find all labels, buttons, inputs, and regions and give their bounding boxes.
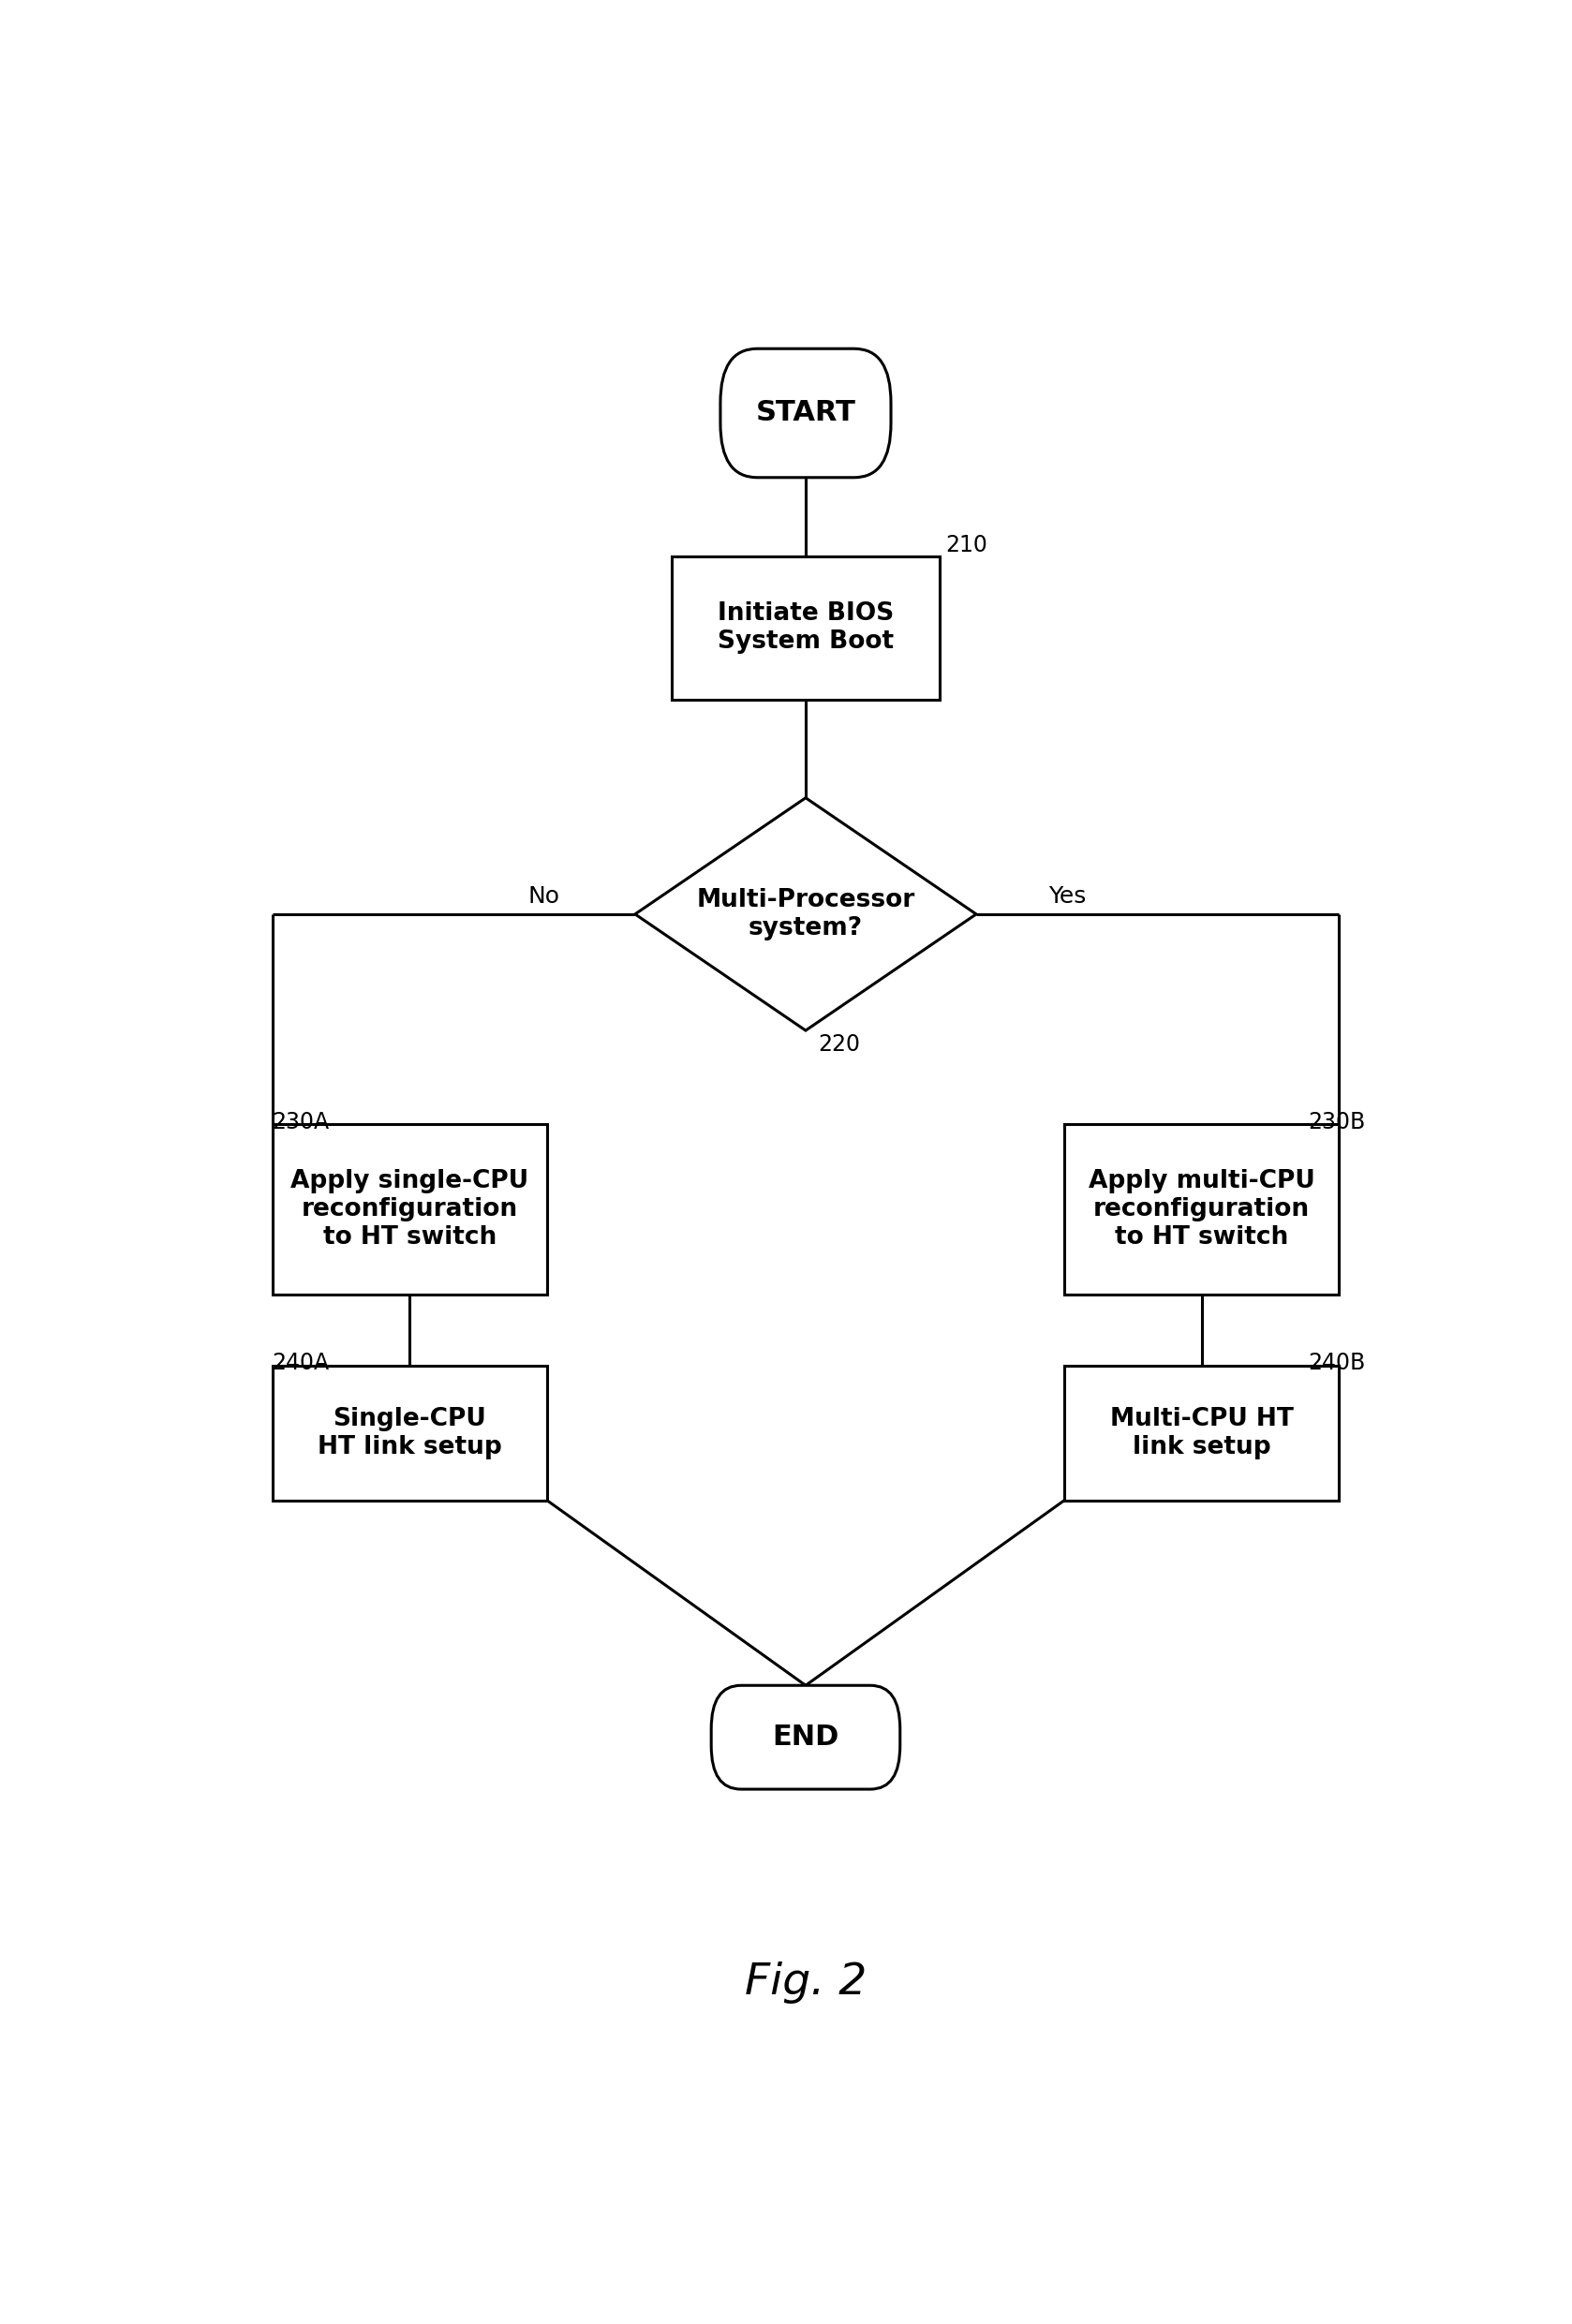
Bar [272, 1367, 547, 1501]
Text: 240A: 240A [272, 1353, 329, 1373]
Text: Multi-Processor
system?: Multi-Processor system? [696, 888, 915, 941]
Bar [1064, 1367, 1339, 1501]
Text: Multi-CPU HT
link setup: Multi-CPU HT link setup [1110, 1406, 1294, 1459]
Text: START: START [756, 400, 855, 428]
Bar [272, 1125, 547, 1294]
Text: 220: 220 [817, 1034, 860, 1055]
Text: Fig. 2: Fig. 2 [745, 1961, 866, 2003]
Text: 230A: 230A [272, 1111, 329, 1134]
Text: END: END [772, 1724, 839, 1750]
Text: Apply single-CPU
reconfiguration
to HT switch: Apply single-CPU reconfiguration to HT s… [291, 1169, 528, 1250]
Text: Apply multi-CPU
reconfiguration
to HT switch: Apply multi-CPU reconfiguration to HT sw… [1088, 1169, 1314, 1250]
Text: 230B: 230B [1308, 1111, 1364, 1134]
Polygon shape [635, 797, 976, 1030]
Text: Initiate BIOS
System Boot: Initiate BIOS System Boot [717, 602, 894, 653]
Text: No: No [528, 885, 560, 906]
FancyBboxPatch shape [711, 1685, 901, 1789]
Bar [1064, 1125, 1339, 1294]
Bar [671, 555, 940, 700]
Text: Yes: Yes [1049, 885, 1086, 906]
Text: 210: 210 [946, 535, 987, 558]
FancyBboxPatch shape [720, 349, 891, 476]
Text: 240B: 240B [1308, 1353, 1364, 1373]
Text: Single-CPU
HT link setup: Single-CPU HT link setup [318, 1406, 501, 1459]
